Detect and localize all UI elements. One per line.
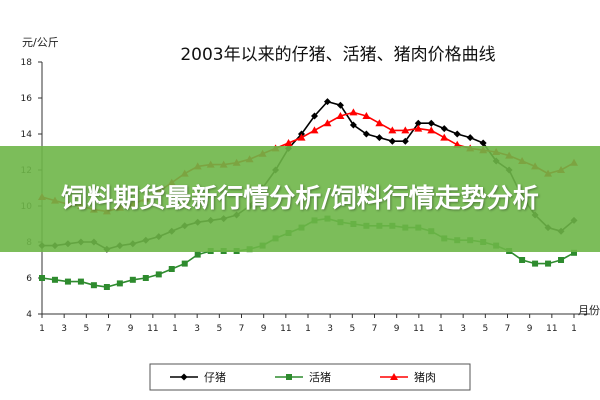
x-tick-label: 11 <box>546 324 557 334</box>
x-tick-label: 7 <box>372 324 378 334</box>
data-point <box>558 257 565 263</box>
x-tick-label: 1 <box>571 324 577 334</box>
data-point <box>532 260 539 267</box>
legend-marker <box>180 373 188 381</box>
x-tick-label: 11 <box>413 324 424 334</box>
data-point <box>194 251 201 258</box>
x-tick-label: 9 <box>261 324 267 334</box>
data-point <box>453 130 461 138</box>
legend-marker <box>286 374 292 380</box>
data-point <box>479 139 487 147</box>
data-point <box>388 137 396 145</box>
data-point <box>77 278 84 285</box>
data-point <box>362 112 371 119</box>
legend-items: 仔猪 活猪 猪肉 <box>170 371 436 384</box>
x-tick-label: 1 <box>172 324 178 334</box>
data-point <box>116 280 123 287</box>
legend-label: 猪肉 <box>414 371 436 384</box>
y-tick-label: 16 <box>21 94 33 104</box>
data-point <box>349 121 357 129</box>
data-point <box>310 112 318 120</box>
data-point <box>571 249 577 256</box>
x-tick-label: 3 <box>327 324 333 334</box>
data-point <box>103 284 110 290</box>
x-tick-label: 3 <box>460 324 466 334</box>
data-point <box>129 276 136 283</box>
data-point <box>440 133 449 141</box>
data-point <box>466 134 474 142</box>
x-tick-label: 1 <box>39 324 45 334</box>
data-point <box>64 278 71 285</box>
data-point <box>323 98 331 106</box>
data-point <box>51 276 58 283</box>
y-tick-label: 4 <box>26 310 32 320</box>
data-point <box>375 119 384 127</box>
data-point <box>519 257 526 263</box>
data-point <box>284 139 293 146</box>
data-point <box>155 271 162 278</box>
y-tick-label: 18 <box>21 58 33 68</box>
headline-banner: 饲料期货最新行情分析/饲料行情走势分析 <box>0 146 600 252</box>
x-tick-label: 5 <box>216 324 222 334</box>
data-point <box>362 130 370 138</box>
data-point <box>401 126 410 134</box>
x-tick-label: 3 <box>61 324 67 334</box>
data-point <box>375 134 383 142</box>
x-tick-label: 9 <box>394 324 400 334</box>
data-point <box>181 260 188 267</box>
legend-label: 仔猪 <box>204 371 226 384</box>
x-tick-label: 9 <box>128 324 134 334</box>
data-point <box>414 124 423 132</box>
x-tick-label: 9 <box>527 324 533 334</box>
data-point <box>349 108 358 116</box>
y-tick-label: 6 <box>26 274 32 284</box>
x-tick-label: 11 <box>147 324 158 334</box>
x-tick-label: 5 <box>83 324 89 334</box>
data-point <box>90 282 97 289</box>
data-point <box>401 137 409 145</box>
data-point <box>440 125 448 133</box>
data-point <box>297 133 306 141</box>
legend-marker <box>390 373 398 380</box>
y-tick-label: 14 <box>21 130 33 140</box>
x-tick-group: 1 3 5 7 9 11 1 3 5 7 9 11 1 3 5 7 9 11 1 3 5 7 9 11 1 <box>39 314 577 334</box>
y-axis-unit-label: 元/公斤 <box>22 36 59 49</box>
data-point <box>323 119 332 127</box>
data-point <box>427 119 435 127</box>
data-point <box>39 275 45 281</box>
chart-title: 2003年以来的仔猪、活猪、猪肉价格曲线 <box>180 45 495 65</box>
data-point <box>336 101 344 109</box>
x-tick-label: 5 <box>482 324 488 334</box>
x-tick-label: 1 <box>438 324 444 334</box>
data-point <box>545 260 552 267</box>
x-axis-unit-label: 月份 <box>578 304 600 317</box>
x-tick-label: 7 <box>239 324 245 334</box>
legend: 仔猪 活猪 猪肉 <box>149 363 471 391</box>
legend-label: 活猪 <box>309 371 331 384</box>
x-tick-label: 7 <box>505 324 511 334</box>
data-point <box>310 126 319 134</box>
x-tick-label: 1 <box>305 324 311 334</box>
data-point <box>142 275 149 281</box>
data-point <box>388 126 397 134</box>
headline-text: 饲料期货最新行情分析/饲料行情走势分析 <box>61 184 539 214</box>
data-point <box>336 112 345 119</box>
data-point <box>427 126 436 134</box>
x-tick-label: 5 <box>349 324 355 334</box>
legend-box <box>149 363 471 391</box>
x-tick-label: 3 <box>194 324 200 334</box>
data-point <box>168 266 175 272</box>
data-point <box>414 119 422 127</box>
x-tick-label: 11 <box>280 324 291 334</box>
x-tick-label: 7 <box>106 324 112 334</box>
